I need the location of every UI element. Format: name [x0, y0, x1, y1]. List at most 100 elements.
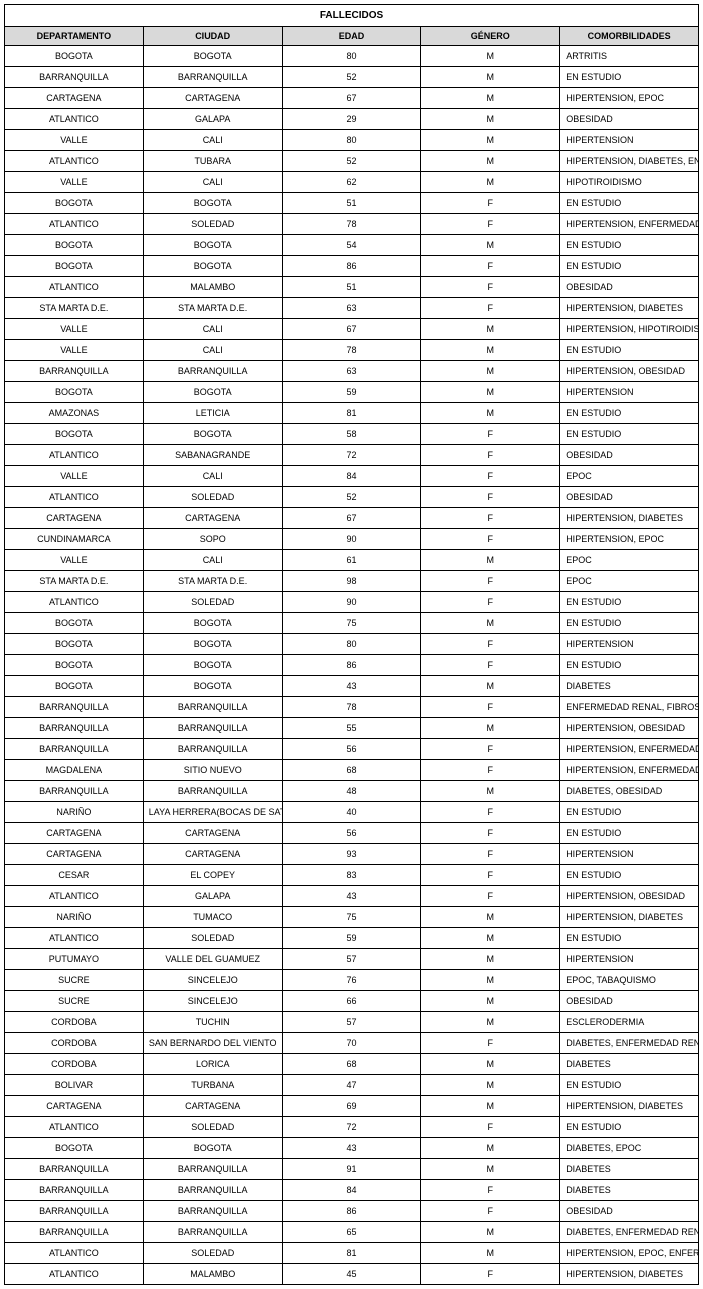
table-row: CUNDINAMARCASOPO90FHIPERTENSION, EPOC: [5, 529, 699, 550]
cell-ciudad: SOLEDAD: [143, 487, 282, 508]
cell-departamento: ATLANTICO: [5, 445, 144, 466]
cell-comorbilidades: HIPERTENSION, EPOC, ENFERMEDAD RENAL, DA…: [560, 1243, 699, 1264]
cell-edad: 84: [282, 1180, 421, 1201]
cell-departamento: VALLE: [5, 550, 144, 571]
table-row: STA MARTA D.E.STA MARTA D.E.63FHIPERTENS…: [5, 298, 699, 319]
cell-genero: M: [421, 613, 560, 634]
cell-edad: 80: [282, 130, 421, 151]
cell-comorbilidades: HIPERTENSION, EPOC: [560, 529, 699, 550]
cell-ciudad: BOGOTA: [143, 634, 282, 655]
cell-departamento: ATLANTICO: [5, 151, 144, 172]
table-row: BARRANQUILLABARRANQUILLA55MHIPERTENSION,…: [5, 718, 699, 739]
table-row: ATLANTICOSOLEDAD90FEN ESTUDIO: [5, 592, 699, 613]
cell-comorbilidades: OBESIDAD: [560, 991, 699, 1012]
cell-comorbilidades: HIPERTENSION, DIABETES, ENFERMEDAD RENAL: [560, 151, 699, 172]
cell-ciudad: BARRANQUILLA: [143, 1222, 282, 1243]
cell-comorbilidades: HIPERTENSION, DIABETES: [560, 298, 699, 319]
cell-departamento: BARRANQUILLA: [5, 1201, 144, 1222]
table-row: SUCRESINCELEJO66MOBESIDAD: [5, 991, 699, 1012]
cell-genero: M: [421, 1138, 560, 1159]
cell-ciudad: BARRANQUILLA: [143, 739, 282, 760]
table-row: NARIÑOLAYA HERRERA(BOCAS DE SATING40FEN …: [5, 802, 699, 823]
cell-edad: 91: [282, 1159, 421, 1180]
cell-comorbilidades: HIPERTENSION, ENFERMEDAD RENAL, DIABETES: [560, 739, 699, 760]
cell-departamento: VALLE: [5, 466, 144, 487]
cell-ciudad: CALI: [143, 466, 282, 487]
cell-ciudad: BOGOTA: [143, 655, 282, 676]
cell-ciudad: LORICA: [143, 1054, 282, 1075]
cell-ciudad: BARRANQUILLA: [143, 718, 282, 739]
table-row: ATLANTICOSOLEDAD72FEN ESTUDIO: [5, 1117, 699, 1138]
cell-genero: F: [421, 1033, 560, 1054]
table-row: CESAREL COPEY83FEN ESTUDIO: [5, 865, 699, 886]
cell-edad: 80: [282, 46, 421, 67]
cell-departamento: BARRANQUILLA: [5, 739, 144, 760]
table-row: MAGDALENASITIO NUEVO68FHIPERTENSION, ENF…: [5, 760, 699, 781]
cell-ciudad: SABANAGRANDE: [143, 445, 282, 466]
cell-departamento: BOLIVAR: [5, 1075, 144, 1096]
cell-comorbilidades: HIPERTENSION, OBESIDAD: [560, 361, 699, 382]
table-row: BARRANQUILLABARRANQUILLA48MDIABETES, OBE…: [5, 781, 699, 802]
cell-comorbilidades: EN ESTUDIO: [560, 613, 699, 634]
cell-comorbilidades: DIABETES: [560, 1180, 699, 1201]
cell-genero: M: [421, 1075, 560, 1096]
cell-genero: F: [421, 823, 560, 844]
table-row: BARRANQUILLABARRANQUILLA65MDIABETES, ENF…: [5, 1222, 699, 1243]
table-row: PUTUMAYOVALLE DEL GUAMUEZ57MHIPERTENSION: [5, 949, 699, 970]
cell-edad: 81: [282, 403, 421, 424]
cell-ciudad: MALAMBO: [143, 277, 282, 298]
cell-departamento: BARRANQUILLA: [5, 1180, 144, 1201]
cell-genero: F: [421, 193, 560, 214]
col-header-edad: EDAD: [282, 27, 421, 46]
cell-genero: M: [421, 949, 560, 970]
cell-ciudad: CALI: [143, 340, 282, 361]
cell-ciudad: SAN BERNARDO DEL VIENTO: [143, 1033, 282, 1054]
cell-departamento: CORDOBA: [5, 1054, 144, 1075]
table-row: STA MARTA D.E.STA MARTA D.E.98FEPOC: [5, 571, 699, 592]
cell-ciudad: SOLEDAD: [143, 1117, 282, 1138]
cell-departamento: AMAZONAS: [5, 403, 144, 424]
cell-departamento: ATLANTICO: [5, 1117, 144, 1138]
table-row: ATLANTICOMALAMBO51FOBESIDAD: [5, 277, 699, 298]
cell-departamento: CORDOBA: [5, 1012, 144, 1033]
cell-comorbilidades: EN ESTUDIO: [560, 193, 699, 214]
cell-ciudad: SOLEDAD: [143, 1243, 282, 1264]
cell-edad: 67: [282, 88, 421, 109]
cell-edad: 67: [282, 319, 421, 340]
cell-departamento: BARRANQUILLA: [5, 361, 144, 382]
cell-genero: F: [421, 214, 560, 235]
cell-genero: F: [421, 739, 560, 760]
cell-genero: M: [421, 361, 560, 382]
table-row: SUCRESINCELEJO76MEPOC, TABAQUISMO: [5, 970, 699, 991]
cell-genero: F: [421, 844, 560, 865]
cell-genero: M: [421, 1096, 560, 1117]
cell-comorbilidades: HIPERTENSION: [560, 844, 699, 865]
cell-ciudad: STA MARTA D.E.: [143, 298, 282, 319]
cell-comorbilidades: OBESIDAD: [560, 1201, 699, 1222]
cell-departamento: CESAR: [5, 865, 144, 886]
cell-edad: 29: [282, 109, 421, 130]
cell-genero: F: [421, 466, 560, 487]
cell-comorbilidades: EN ESTUDIO: [560, 823, 699, 844]
cell-genero: F: [421, 760, 560, 781]
cell-ciudad: CARTAGENA: [143, 508, 282, 529]
cell-genero: M: [421, 67, 560, 88]
cell-comorbilidades: HIPERTENSION, ENFERMEDAD CARDIOVASCULAR,…: [560, 760, 699, 781]
cell-edad: 43: [282, 676, 421, 697]
cell-ciudad: BARRANQUILLA: [143, 1201, 282, 1222]
cell-genero: M: [421, 46, 560, 67]
cell-departamento: VALLE: [5, 340, 144, 361]
table-row: BOGOTABOGOTA54MEN ESTUDIO: [5, 235, 699, 256]
cell-departamento: ATLANTICO: [5, 214, 144, 235]
cell-comorbilidades: ARTRITIS: [560, 46, 699, 67]
table-row: VALLECALI78MEN ESTUDIO: [5, 340, 699, 361]
cell-genero: F: [421, 424, 560, 445]
cell-genero: M: [421, 319, 560, 340]
cell-ciudad: CARTAGENA: [143, 844, 282, 865]
cell-departamento: CUNDINAMARCA: [5, 529, 144, 550]
cell-edad: 48: [282, 781, 421, 802]
cell-departamento: STA MARTA D.E.: [5, 571, 144, 592]
table-row: ATLANTICOMALAMBO45FHIPERTENSION, DIABETE…: [5, 1264, 699, 1285]
table-row: BOGOTABOGOTA86FEN ESTUDIO: [5, 655, 699, 676]
cell-departamento: ATLANTICO: [5, 277, 144, 298]
